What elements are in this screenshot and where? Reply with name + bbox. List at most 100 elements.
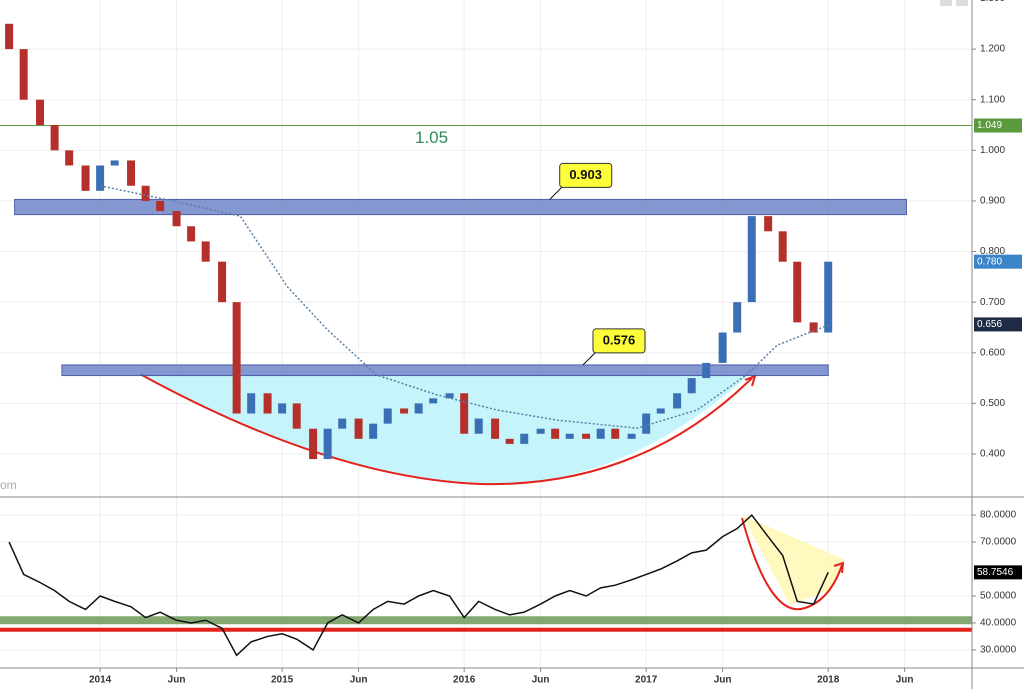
x-tick-label: Jun <box>714 675 732 686</box>
candle <box>627 433 636 439</box>
price-tag <box>974 317 1022 332</box>
candle <box>292 403 301 429</box>
zone <box>14 198 907 216</box>
level-label: 1.05 <box>415 128 448 147</box>
candle <box>809 322 818 333</box>
candle <box>400 408 409 414</box>
callout-label: 0.576 <box>603 332 636 347</box>
candle <box>81 165 90 191</box>
x-tick-label: 2018 <box>817 675 840 686</box>
y-tick-label: 40.0000 <box>980 618 1017 629</box>
candle <box>19 49 28 100</box>
candle <box>338 418 347 429</box>
candle <box>702 362 711 379</box>
x-tick-label: 2016 <box>453 675 476 686</box>
price-tag-label: 1.049 <box>977 120 1002 131</box>
y-tick-label: 50.0000 <box>980 591 1017 602</box>
candle <box>110 160 119 166</box>
candle <box>565 433 574 439</box>
price-tag <box>974 254 1022 269</box>
y-tick-label: 1.000 <box>980 145 1005 156</box>
candle <box>824 261 833 333</box>
candle <box>141 185 150 201</box>
zone <box>61 364 829 377</box>
candle <box>474 418 483 434</box>
price-tag-label: 0.656 <box>977 319 1002 330</box>
candle <box>718 332 727 363</box>
candle <box>232 302 241 414</box>
candle <box>127 160 136 186</box>
price-tag-label: 0.780 <box>977 256 1002 267</box>
candle <box>582 433 591 439</box>
rsi-wedge <box>742 515 845 605</box>
rsi-arc <box>741 517 843 611</box>
candle <box>414 403 423 414</box>
callout <box>592 328 646 354</box>
candle <box>491 418 500 439</box>
y-tick-label: 0.800 <box>980 246 1005 257</box>
y-tick-label: 0.700 <box>980 297 1005 308</box>
candle <box>247 393 256 414</box>
icon[interactable] <box>956 0 968 6</box>
candle <box>201 241 210 262</box>
price-tag <box>974 565 1022 580</box>
candle <box>354 418 363 439</box>
price-tag-label: 58.7546 <box>977 567 1014 578</box>
moving-average <box>99 185 831 429</box>
candle <box>429 398 438 404</box>
x-tick-label: 2015 <box>271 675 294 686</box>
y-tick-label: 30.0000 <box>980 645 1017 656</box>
price-tag <box>974 118 1022 133</box>
candle <box>793 261 802 323</box>
candle <box>218 261 227 303</box>
x-tick-label: 2017 <box>635 675 658 686</box>
candle <box>50 125 59 151</box>
icon[interactable] <box>940 0 952 6</box>
candle <box>460 393 469 434</box>
candle <box>323 428 332 460</box>
callout-label: 0.903 <box>569 167 602 182</box>
candle <box>172 211 181 227</box>
candle <box>778 231 787 262</box>
candle <box>611 428 620 439</box>
candle <box>520 433 529 444</box>
y-tick-label: 1.300 <box>980 0 1005 4</box>
candle <box>656 408 665 414</box>
candle <box>596 428 605 439</box>
candle <box>505 438 514 444</box>
y-tick-label: 0.400 <box>980 449 1005 460</box>
candle <box>309 428 318 460</box>
candle <box>369 423 378 439</box>
candle <box>65 150 74 166</box>
candle <box>278 403 287 414</box>
callout-pointer <box>582 352 596 366</box>
callout-pointer <box>549 187 563 200</box>
rsi-line <box>8 513 829 657</box>
y-tick-label: 80.0000 <box>980 510 1017 521</box>
y-tick-label: 0.900 <box>980 196 1005 207</box>
x-tick-label: Jun <box>896 675 914 686</box>
candle <box>764 216 773 232</box>
candle <box>187 226 196 242</box>
marks: 1.05 1.049 0.903 0.576 0.780 0.656 58.7546 <box>0 23 1022 657</box>
candle <box>642 413 651 434</box>
candle <box>383 408 392 424</box>
candle <box>536 428 545 434</box>
y-tick-label: 1.100 <box>980 94 1005 105</box>
candle <box>687 378 696 394</box>
x-tick-label: Jun <box>532 675 550 686</box>
candle <box>36 99 45 126</box>
candle <box>156 200 165 212</box>
candle <box>263 393 272 414</box>
candle <box>5 23 14 50</box>
x-tick-label: Jun <box>350 675 368 686</box>
candle <box>445 393 454 399</box>
y-tick-label: 0.600 <box>980 347 1005 358</box>
x-tick-label: 2014 <box>89 675 112 686</box>
candle <box>747 216 756 303</box>
candle <box>96 165 105 191</box>
candle <box>551 428 560 439</box>
rsi-arrow <box>833 561 845 574</box>
